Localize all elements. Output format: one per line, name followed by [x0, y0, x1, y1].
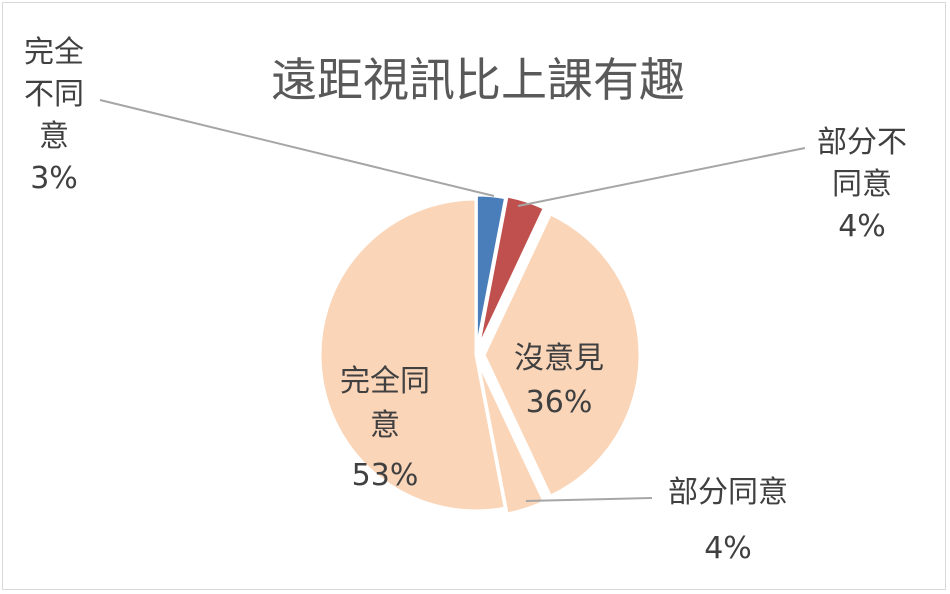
leader-line-2 [517, 147, 806, 207]
data-label-category-1-line-2: 不同 [24, 77, 84, 112]
data-label-category-2-line-1: 部分不 [817, 125, 907, 160]
pie-slice-3 [482, 211, 642, 499]
data-label-category-5-line-1: 完全同 [340, 364, 430, 399]
data-label-category-4-line-1: 部分同意 [668, 475, 788, 510]
chart-title: 遠距視訊比上課有趣 [271, 53, 685, 107]
pie-slice-4 [476, 360, 547, 516]
data-label-category-2-line-2: 同意 [832, 167, 892, 202]
data-label-percent-3: 36% [526, 385, 593, 420]
data-label-percent-2: 4% [838, 209, 886, 244]
leader-line-1 [99, 99, 495, 197]
data-label-percent-5: 53% [352, 458, 419, 493]
data-label-category-1-line-1: 完全 [24, 35, 84, 70]
data-label-percent-1: 3% [30, 161, 78, 196]
leader-line-4 [525, 497, 653, 502]
slices-layer [318, 193, 642, 516]
data-label-category-3-line-1: 沒意見 [514, 341, 604, 376]
data-label-percent-4: 4% [704, 531, 752, 566]
data-label-category-1-line-3: 意 [39, 119, 69, 154]
data-label-category-5-line-2: 意 [370, 408, 400, 443]
leader-lines-layer [99, 99, 806, 502]
pie-slice-2 [476, 194, 547, 350]
pie-slice-5 [318, 197, 507, 513]
